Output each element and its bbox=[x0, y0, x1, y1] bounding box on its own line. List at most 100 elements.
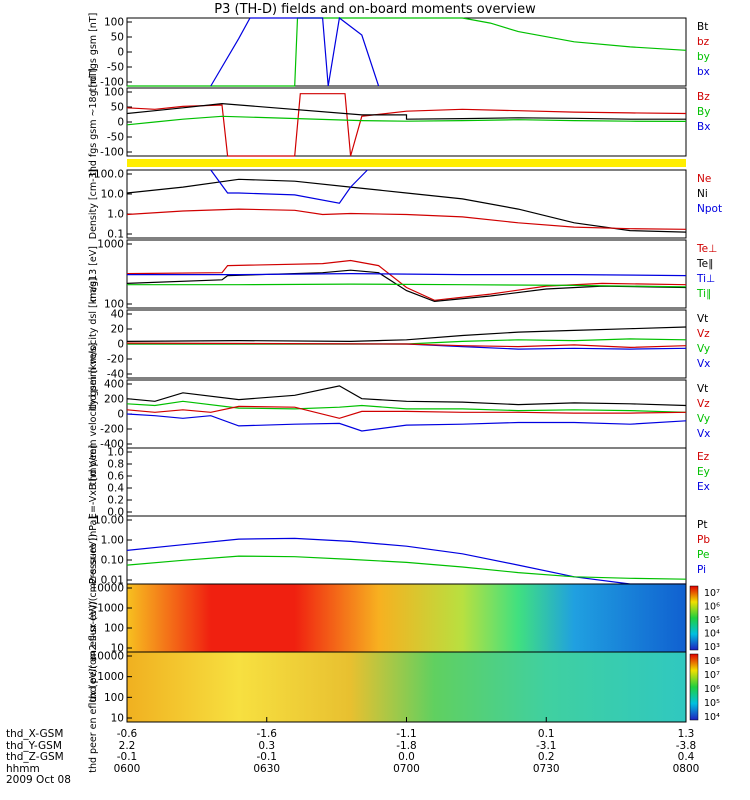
footer-value: -1.6 bbox=[256, 728, 278, 740]
legend-entry: Vt bbox=[697, 383, 708, 395]
y-tick-label: 200 bbox=[104, 394, 124, 406]
y-tick-label: 1000 bbox=[97, 239, 124, 251]
footer-value: -1.1 bbox=[396, 728, 417, 740]
series-line bbox=[126, 342, 687, 349]
y-axis-label: thd peem velocity gsm [km/s] bbox=[88, 343, 99, 486]
y-tick-label: 100 bbox=[104, 299, 124, 311]
panel-frame bbox=[126, 515, 687, 585]
y-tick-label: 100 bbox=[104, 623, 124, 635]
y-tick-label: 0.8 bbox=[107, 459, 124, 471]
footer-value: 0.2 bbox=[537, 751, 555, 763]
legend-entry: Te∥ bbox=[696, 258, 713, 270]
footer-value: -3.1 bbox=[536, 739, 557, 752]
y-tick-label: 50 bbox=[111, 32, 124, 44]
y-tick-label: -200 bbox=[100, 424, 124, 436]
colorbar-tick-label: 10⁸ bbox=[704, 656, 720, 667]
y-tick-label: 1.0 bbox=[107, 209, 124, 221]
footer-column: -1.1 -1.8 0.0 0700 bbox=[377, 728, 437, 775]
footer-value: -0.1 bbox=[116, 751, 138, 763]
y-axis-label: Density [cm-3] bbox=[88, 169, 99, 240]
footer-value: -0.1 bbox=[256, 751, 278, 763]
y-tick-label: 1000 bbox=[97, 671, 124, 683]
y-tick-label: 10 bbox=[111, 643, 124, 655]
y-tick-label: -100 bbox=[100, 147, 124, 159]
series-line bbox=[126, 400, 687, 413]
y-tick-label: 0.2 bbox=[107, 495, 124, 507]
panel-3: 100.0 10.0 1.0 0.1 Density [cm-3] Ne Ni Npot bbox=[88, 169, 722, 241]
y-tick-label: 1.0 bbox=[107, 447, 124, 459]
footer-label: thd_Y-GSM bbox=[6, 739, 62, 752]
y-axis-label: E=-VxB [mV/m] bbox=[88, 445, 99, 519]
series-line bbox=[126, 413, 687, 432]
colorbar-tick-label: 10³ bbox=[704, 642, 720, 653]
plot-title: P3 (TH-D) fields and on-board moments ov… bbox=[214, 2, 536, 17]
legend-entry: Ne bbox=[697, 173, 711, 185]
legend-entry: by bbox=[697, 51, 710, 63]
legend-entry: Npot bbox=[697, 203, 722, 215]
footer-column: -1.6 0.3 -0.1 0630 bbox=[237, 728, 297, 775]
panel-frame bbox=[126, 169, 687, 239]
panel-7: 1.00.80.60.40.20.0 E=-VxB [mV/m] Ez Ey Ex bbox=[88, 445, 710, 519]
colorbar bbox=[689, 653, 699, 721]
footer-value: 0800 bbox=[672, 762, 700, 775]
y-tick-label: -40 bbox=[107, 369, 124, 381]
legend-entry: Ti∥ bbox=[696, 288, 711, 300]
y-axis-label: mag13 [eV] bbox=[88, 246, 99, 302]
colorbar-tick-label: 10⁷ bbox=[704, 588, 720, 599]
y-tick-label: 0 bbox=[117, 339, 124, 351]
footer-column: 1.3 -3.8 0.4 0800 bbox=[656, 728, 716, 775]
footer-date: 2009 Oct 08 bbox=[6, 774, 71, 786]
series-line bbox=[126, 385, 687, 407]
colorbar-tick-label: 10⁴ bbox=[704, 629, 720, 640]
footer-column: -0.6 2.2 -0.1 0600 bbox=[97, 728, 157, 775]
legend-entry: Vy bbox=[697, 413, 710, 425]
series-line bbox=[210, 169, 368, 204]
y-axis-label: thd fgs gsm ~18g [nT] bbox=[88, 68, 99, 176]
heatmap-field bbox=[127, 584, 686, 652]
panel-frame bbox=[126, 17, 687, 87]
footer-value: -1.8 bbox=[396, 739, 417, 752]
y-axis-label: thd peim velocity dsl [km/s] bbox=[88, 278, 99, 411]
panel-frame bbox=[126, 87, 687, 157]
legend-entry: Pe bbox=[697, 549, 709, 561]
series-line bbox=[126, 93, 687, 157]
series-line bbox=[126, 178, 687, 233]
y-axis-label: thd peer en eflux (eV/(cm2-s-sr-eV)) bbox=[88, 601, 99, 773]
y-tick-label: 100.0 bbox=[94, 169, 124, 181]
legend-entry: Ex bbox=[697, 481, 710, 493]
series-line bbox=[210, 16, 380, 87]
legend-entry: Vx bbox=[697, 358, 710, 370]
footer-value: 1.3 bbox=[677, 728, 695, 740]
panel-frame bbox=[126, 379, 687, 449]
y-tick-label: 40 bbox=[111, 309, 124, 321]
footer-label: thd_X-GSM bbox=[6, 728, 64, 740]
y-tick-label: 100 bbox=[104, 692, 124, 704]
legend-entry: Vy bbox=[697, 343, 710, 355]
legend-entry: Pi bbox=[697, 564, 706, 576]
legend-entry: Bt bbox=[697, 21, 708, 33]
series-line bbox=[126, 537, 686, 585]
legend-entry: Bx bbox=[697, 121, 710, 133]
legend-entry: Ez bbox=[697, 451, 710, 463]
y-tick-label: 0.4 bbox=[107, 483, 124, 495]
y-tick-label: -400 bbox=[100, 439, 124, 451]
series-line bbox=[126, 115, 687, 126]
heatmap-field bbox=[127, 652, 686, 722]
footer-value: -0.6 bbox=[116, 728, 138, 740]
footer-value: 0.1 bbox=[537, 728, 555, 740]
colorbar-tick-label: 10⁵ bbox=[704, 698, 720, 709]
panel-frame bbox=[126, 447, 687, 517]
y-tick-label: 100 bbox=[104, 87, 124, 99]
colorbar-tick-label: 10⁵ bbox=[704, 615, 720, 626]
colorbar bbox=[689, 585, 699, 651]
separator-bar bbox=[127, 159, 686, 167]
footer-value: 0.0 bbox=[398, 751, 415, 763]
y-tick-label: 0.01 bbox=[101, 575, 124, 587]
y-tick-label: 0.6 bbox=[107, 471, 124, 483]
series-line bbox=[126, 555, 687, 580]
